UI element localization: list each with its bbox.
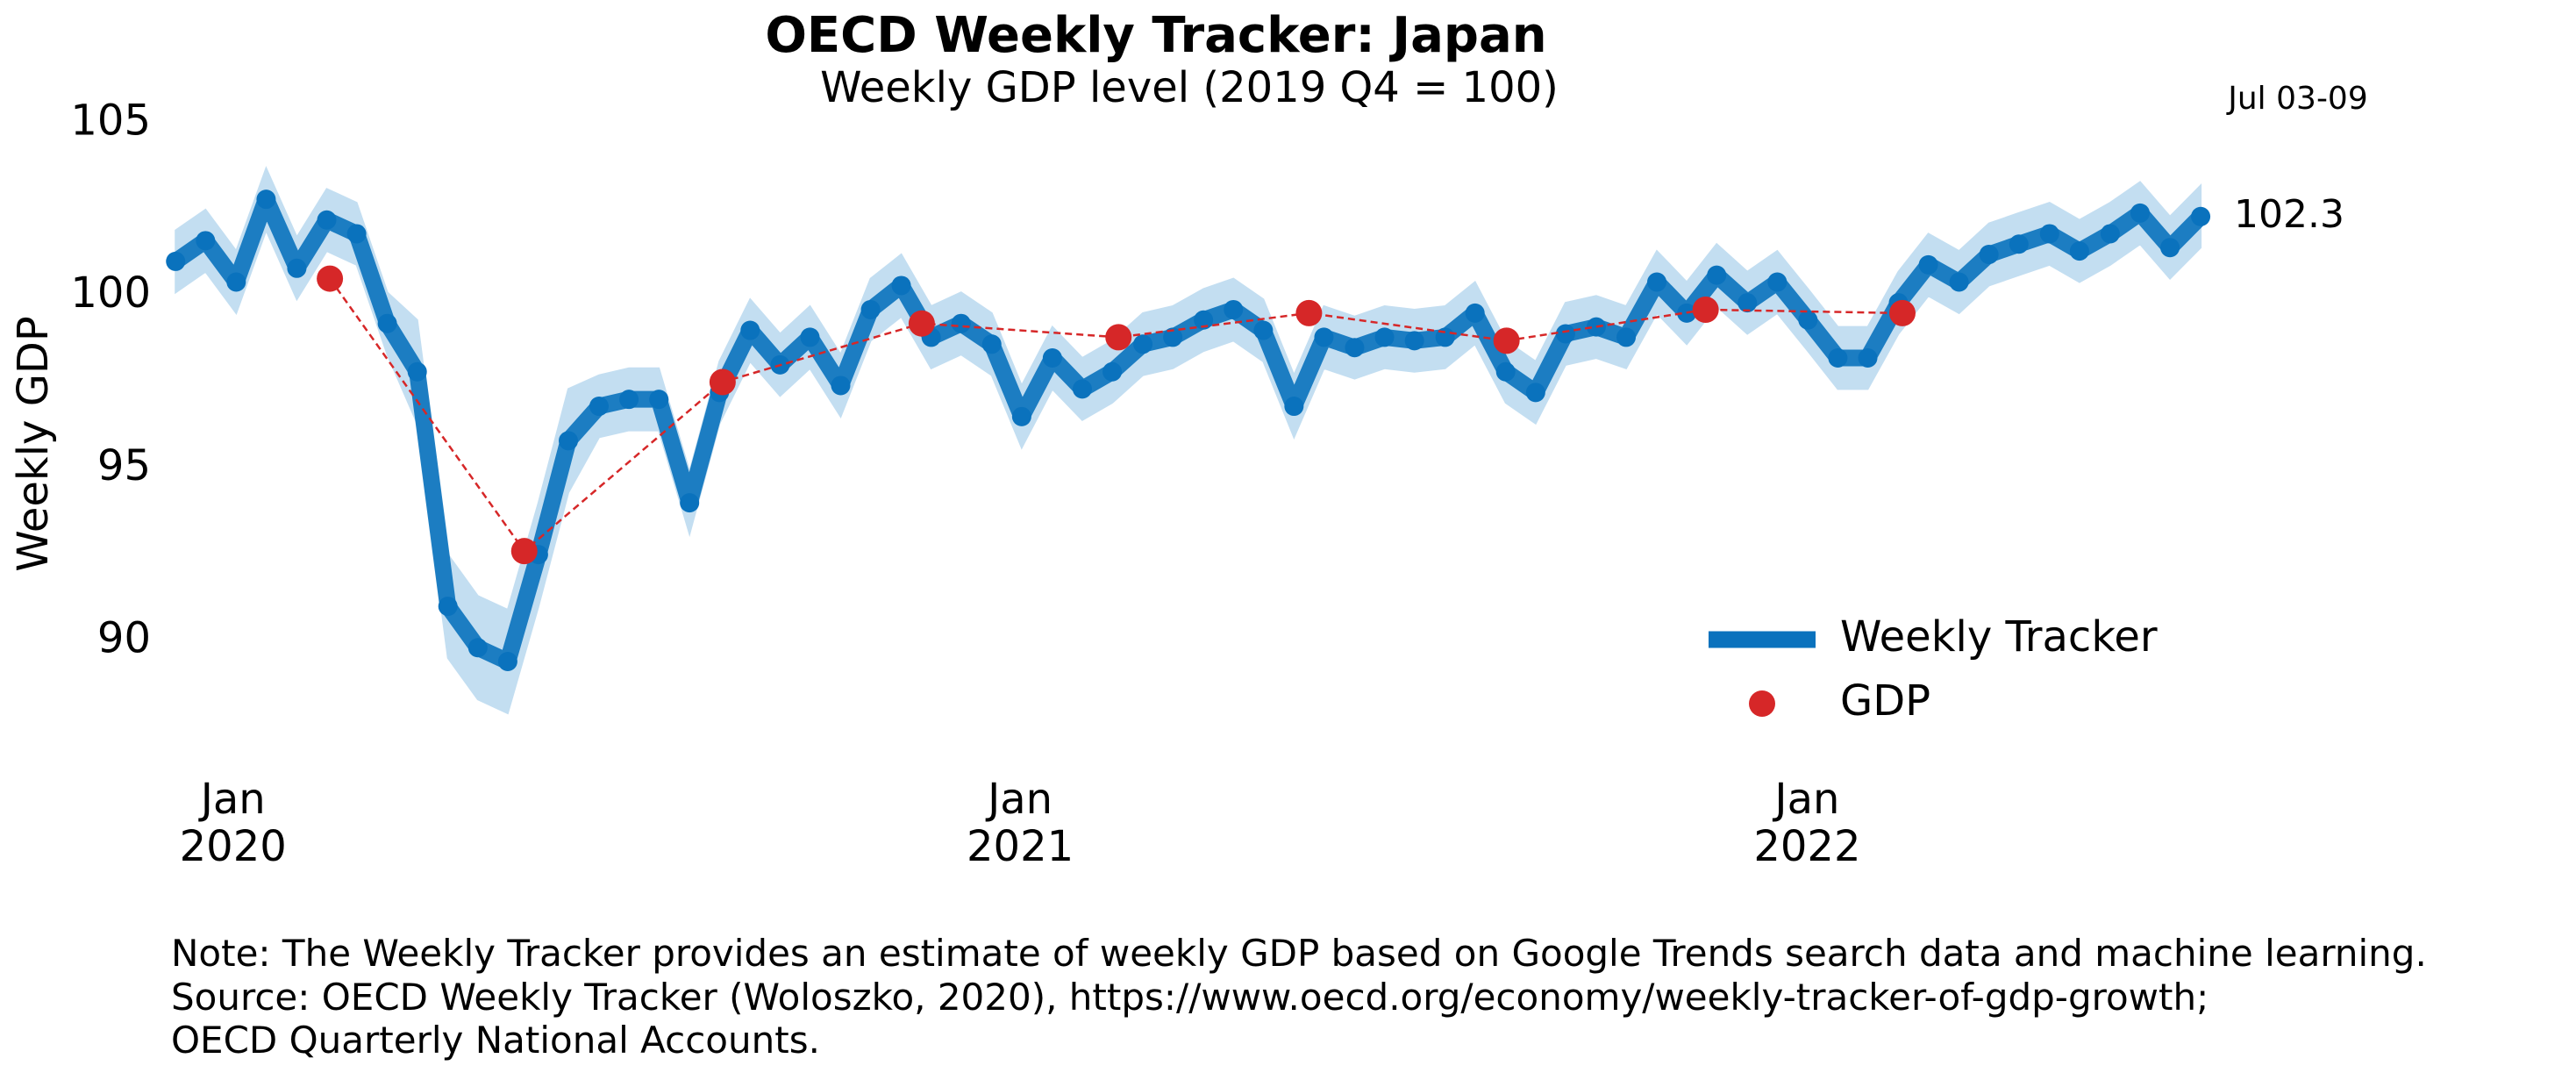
tracker-point [1133,334,1153,354]
tracker-point [346,224,367,244]
tracker-point [2130,203,2150,223]
tracker-point [1163,327,1183,347]
chart-subtitle: Weekly GDP level (2019 Q4 = 100) [820,63,1559,112]
legend-label: GDP [1840,676,1930,726]
tracker-line [167,190,2209,670]
tracker-point [1555,324,1575,344]
tracker-point [226,272,246,292]
tracker-point [680,493,700,513]
x-tick-label: Jan 2021 [966,775,1074,871]
tracker-point [831,375,851,396]
tracker-point [1194,310,1214,330]
tracker-point [2069,241,2089,261]
tracker-point [377,313,397,333]
legend-marker [1749,690,1775,717]
tracker-point [1042,348,1062,368]
gdp-point [1692,296,1719,323]
tracker-point [1858,348,1878,368]
tracker-point [619,390,639,410]
tracker-point [2039,224,2059,244]
y-tick-label: 90 [97,613,151,662]
tracker-point [1525,383,1545,403]
tracker-point [1738,293,1758,313]
tracker-point [1949,272,1969,292]
tracker-point [1465,303,1485,323]
tracker-point [589,397,609,417]
y-axis-label: Weekly GDP [9,316,58,572]
tracker-point [1586,317,1606,337]
tracker-point [1707,265,1727,285]
gdp-point [1493,327,1520,354]
gdp-point [1105,324,1132,351]
tracker-point [981,334,1002,354]
tracker-point [1253,320,1274,340]
tracker-point [1495,361,1516,382]
tracker-point [1798,310,1818,330]
tracker-point [287,258,307,278]
tracker-point [800,327,820,347]
tracker-point [860,299,881,319]
legend-label: Weekly Tracker [1840,612,2158,662]
tracker-point [891,275,911,296]
tracker-point [2160,238,2180,258]
tracker-point [1011,406,1031,426]
y-tick-label: 105 [70,97,151,146]
gdp-point [317,265,344,292]
tracker-point [317,210,337,230]
gdp-point [908,310,935,337]
tracker-point [196,231,216,251]
tracker-point [1647,272,1667,292]
x-tick-label: Jan 2022 [1753,775,1861,871]
gdp-point [1295,299,1323,326]
tracker-point [407,361,427,382]
tracker-point [1224,299,1244,319]
source: OECD Quarterly National Accounts. [171,1019,820,1062]
note: Note: The Weekly Tracker provides an est… [171,932,2427,975]
last-period: Jul 03-09 [2226,81,2368,117]
tracker-point [438,597,458,617]
tracker-point [497,651,517,671]
gdp-point [510,538,538,565]
tracker-point [1102,361,1123,382]
tracker-point [256,190,276,210]
tracker-point [1828,348,1848,368]
tracker-point [559,431,578,451]
tracker-point [2009,234,2029,254]
gdp-point [709,368,736,396]
tracker-point [951,313,971,333]
tracker-point [1374,327,1395,347]
tracker-point [1314,327,1334,347]
tracker-point [166,251,186,271]
tracker-point [1072,379,1092,399]
y-tick-label: 100 [70,268,151,318]
tracker-point [740,320,760,340]
gdp-point [1888,299,1916,326]
last-value-label: 102.3 [2234,192,2344,237]
x-tick-label: Jan 2020 [179,775,287,871]
y-tick-label: 95 [97,441,151,490]
tracker-point [1767,272,1788,292]
tracker-point [467,638,488,658]
tracker-point [1918,254,1938,275]
tracker-point [1435,327,1455,347]
tracker-point [2191,206,2211,226]
tracker-point [1284,397,1304,417]
tracker-point [1404,331,1424,351]
tracker-point [649,390,669,410]
chart-title: OECD Weekly Tracker: Japan [765,7,1546,64]
source: Source: OECD Weekly Tracker (Woloszko, 2… [171,976,2209,1019]
tracker-point [1616,327,1637,347]
tracker-point [2100,224,2120,244]
tracker-point [1979,245,1999,265]
tracker-point [1345,338,1365,358]
